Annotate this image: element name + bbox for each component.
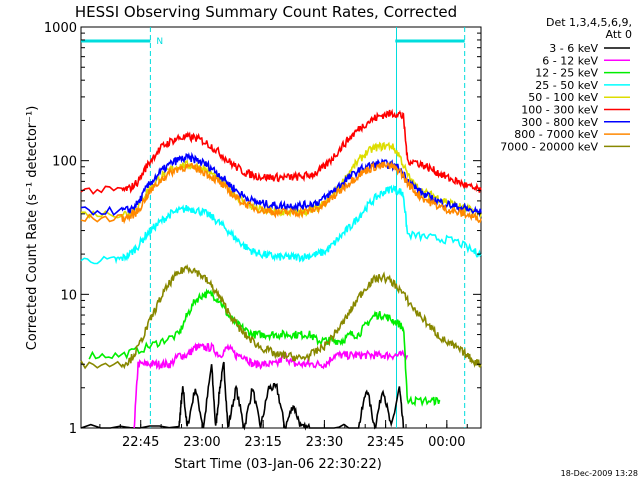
footer-timestamp: 18-Dec-2009 13:28: [561, 469, 638, 478]
series-line-1: [133, 341, 409, 429]
x-tick-label: 23:30: [306, 435, 343, 450]
y-tick-label: 10: [60, 288, 77, 303]
legend-label: 12 - 25 keV: [535, 67, 598, 80]
series-line-2: [88, 288, 441, 407]
x-tick-label: 23:00: [183, 435, 220, 450]
night-markers: N: [81, 27, 466, 428]
y-tick-label: 1000: [44, 21, 77, 36]
x-tick-label: 23:15: [244, 435, 281, 450]
series-layer: [80, 108, 482, 431]
x-axis-label: Start Time (03-Jan-06 22:30:22): [174, 457, 382, 472]
chart-title: HESSI Observing Summary Count Rates, Cor…: [75, 3, 457, 21]
legend-label: 7000 - 20000 keV: [500, 140, 598, 153]
x-tick-label: 22:45: [122, 435, 159, 450]
legend-label: 50 - 100 keV: [528, 91, 598, 104]
plot-frame: [80, 26, 482, 429]
series-line-0: [80, 361, 405, 431]
plot-area-border: [80, 26, 482, 429]
legend-header-line-2: Att 0: [606, 28, 632, 41]
x-tick-label: 23:45: [367, 435, 404, 450]
legend-label: 25 - 50 keV: [535, 79, 598, 92]
legend-header-line-1: Det 1,3,4,5,6,9,: [546, 16, 632, 29]
legend-label: 3 - 6 keV: [549, 42, 598, 55]
x-axis-ticks: 22:45 23:00 23:15 23:30 23:45 00:00: [99, 420, 468, 450]
legend-label: 300 - 800 keV: [521, 116, 598, 129]
y-tick-label: 100: [52, 155, 77, 170]
night-label: N: [156, 37, 163, 47]
y-axis-label: Corrected Count Rate (s⁻¹ detector⁻¹): [25, 106, 40, 351]
legend-label: 6 - 12 keV: [542, 54, 598, 67]
y-axis-ticks: 1 10 100 1000: [44, 21, 481, 437]
series-line-7: [80, 160, 482, 225]
legend-label: 100 - 300 keV: [521, 104, 598, 117]
series-line-5: [80, 108, 482, 195]
x-tick-label: 00:00: [428, 435, 465, 450]
legend-label: 800 - 7000 keV: [514, 128, 598, 141]
series-line-3: [80, 184, 482, 265]
y-tick-label: 1: [69, 422, 77, 437]
series-line-8: [80, 263, 482, 370]
